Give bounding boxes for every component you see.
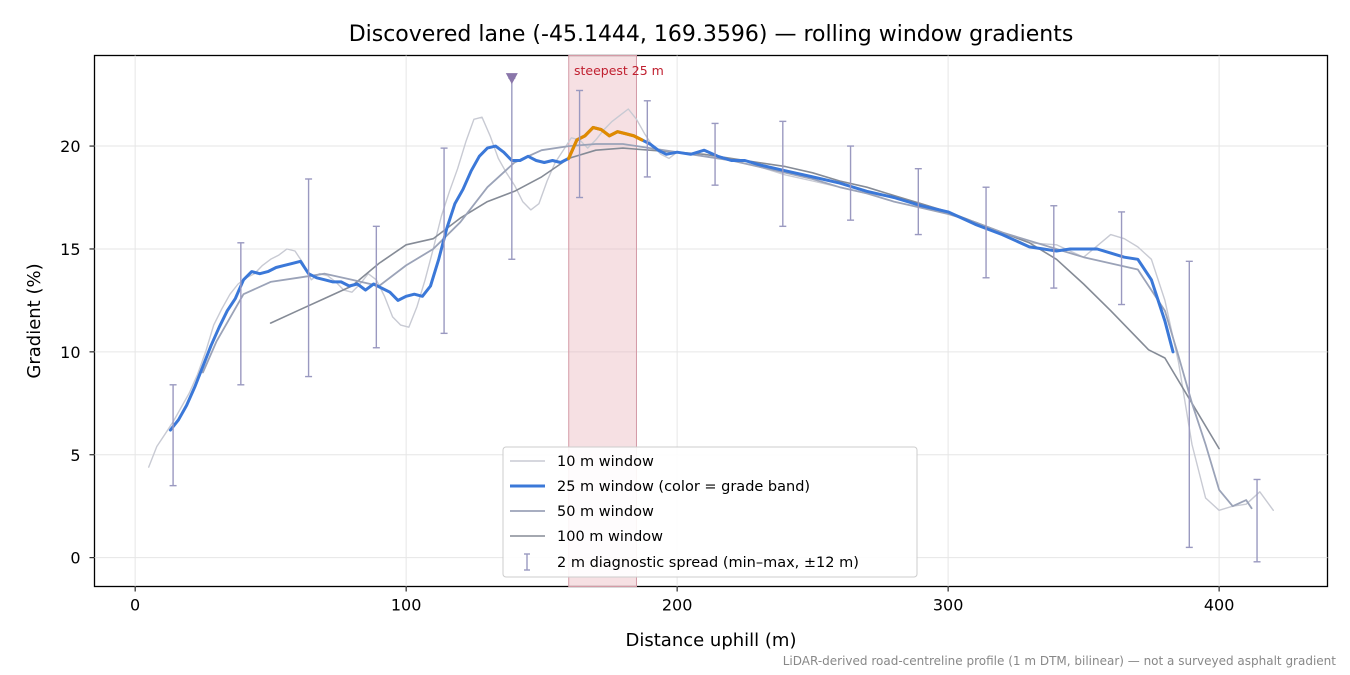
y-tick-label: 10: [60, 343, 80, 362]
legend-box: [502, 446, 918, 578]
steepest-segment-line: [567, 125, 644, 160]
footnote: LiDAR-derived road-centreline profile (1…: [783, 654, 1337, 668]
error-bar-layer: [169, 77, 1261, 563]
legend-label: 2 m diagnostic spread (min–max, ±12 m): [557, 555, 859, 571]
legend-label: 100 m window: [557, 529, 663, 545]
y-tick-label: 0: [70, 549, 80, 568]
x-tick-label: 0: [130, 596, 140, 615]
chart-title: Discovered lane (-45.1444, 169.3596) — r…: [349, 22, 1074, 47]
legend-label: 50 m window: [557, 504, 654, 520]
y-axis-label: Gradient (%): [24, 263, 45, 378]
x-tick-label: 300: [933, 596, 964, 615]
x-tick-label: 400: [1204, 596, 1235, 615]
y-tick-label: 15: [60, 240, 80, 259]
y-tick-label: 20: [60, 137, 80, 156]
legend: 10 m window 25 m window (color = grade ba…: [502, 446, 918, 578]
x-tick-label: 200: [662, 596, 693, 615]
series-line-4: [269, 147, 1220, 450]
axis-ticks: 0 100 200 300 400 0 5 10 15 20: [60, 137, 1234, 614]
legend-label: 10 m window: [557, 454, 654, 470]
peak-marker: [505, 73, 518, 85]
plot-frame: [93, 54, 1329, 588]
peak-marker-layer: [505, 73, 518, 85]
series-layer: [148, 108, 1274, 511]
x-axis-label: Distance uphill (m): [626, 630, 797, 651]
x-tick-label: 100: [391, 596, 422, 615]
series-line-2: [168, 126, 1175, 432]
legend-label: 25 m window (color = grade band): [557, 479, 810, 495]
steepest-annotation: steepest 25 m: [574, 63, 664, 78]
y-tick-label: 5: [70, 446, 80, 465]
